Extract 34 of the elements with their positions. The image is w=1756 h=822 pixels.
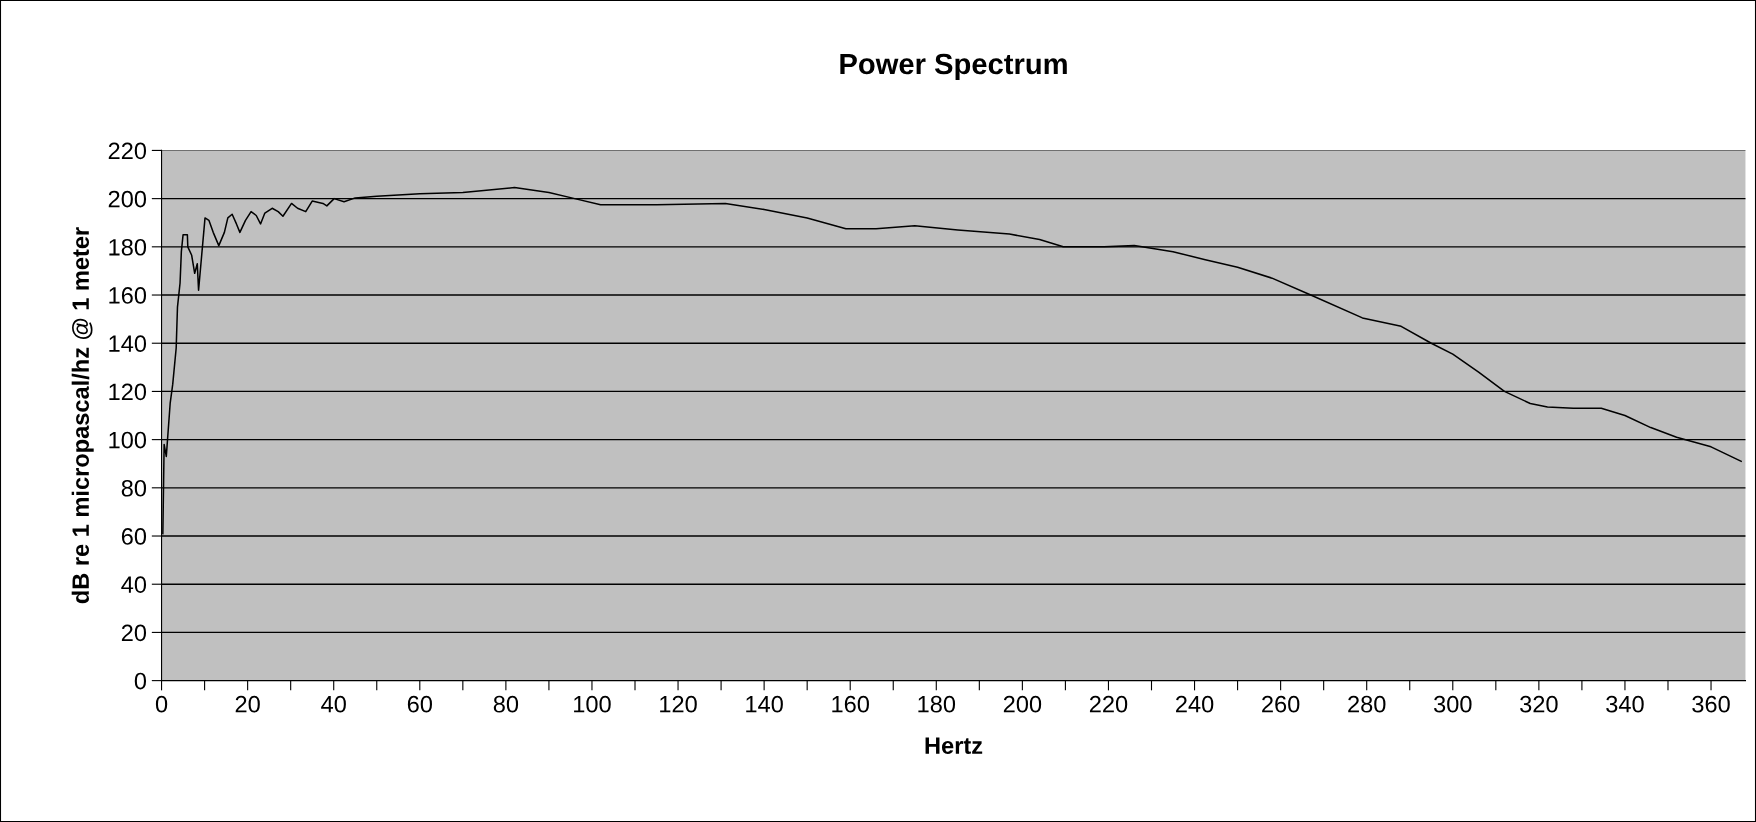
x-tick-label: 20 [235, 695, 260, 713]
x-tick-label: 280 [1348, 695, 1386, 713]
x-tick-label: 260 [1262, 695, 1300, 713]
x-tick-label: 60 [407, 695, 433, 713]
x-tick-label: 340 [1606, 695, 1644, 713]
y-tick-label: 20 [121, 624, 147, 642]
y-tick-label: 100 [109, 431, 147, 449]
y-tick-label: 180 [109, 238, 147, 256]
y-tick-label: 40 [121, 576, 147, 594]
x-tick-label: 240 [1176, 695, 1214, 713]
chart-title: Power Spectrum [840, 53, 1067, 81]
x-axis-title: Hertz [925, 737, 983, 754]
y-tick-label: 60 [121, 528, 147, 545]
x-tick-label: 80 [493, 695, 519, 713]
x-tick-label: 200 [1003, 695, 1042, 713]
x-tick-label: 220 [1089, 695, 1128, 713]
x-tick-label: 0 [155, 695, 168, 713]
y-tick-label: 200 [108, 190, 147, 208]
x-tick-label: 140 [746, 695, 783, 713]
y-tick-label: 80 [121, 479, 147, 497]
x-tick-label: 120 [660, 695, 697, 713]
y-tick-label: 160 [109, 287, 147, 304]
y-tick-label: 140 [109, 335, 147, 353]
x-tick-label: 180 [918, 695, 956, 713]
x-tick-label: 40 [321, 695, 346, 713]
y-tick-label: 220 [108, 142, 147, 160]
y-tick-label: 0 [134, 672, 147, 690]
x-tick-label: 320 [1520, 695, 1558, 713]
x-tick-label: 360 [1692, 695, 1730, 713]
y-axis-title: dB re 1 micropascal/hz @ 1 meter [71, 227, 94, 604]
x-tick-label: 160 [832, 695, 869, 713]
x-tick-label: 100 [574, 695, 611, 713]
y-tick-label: 120 [109, 383, 147, 401]
x-tick-label: 300 [1433, 695, 1472, 713]
